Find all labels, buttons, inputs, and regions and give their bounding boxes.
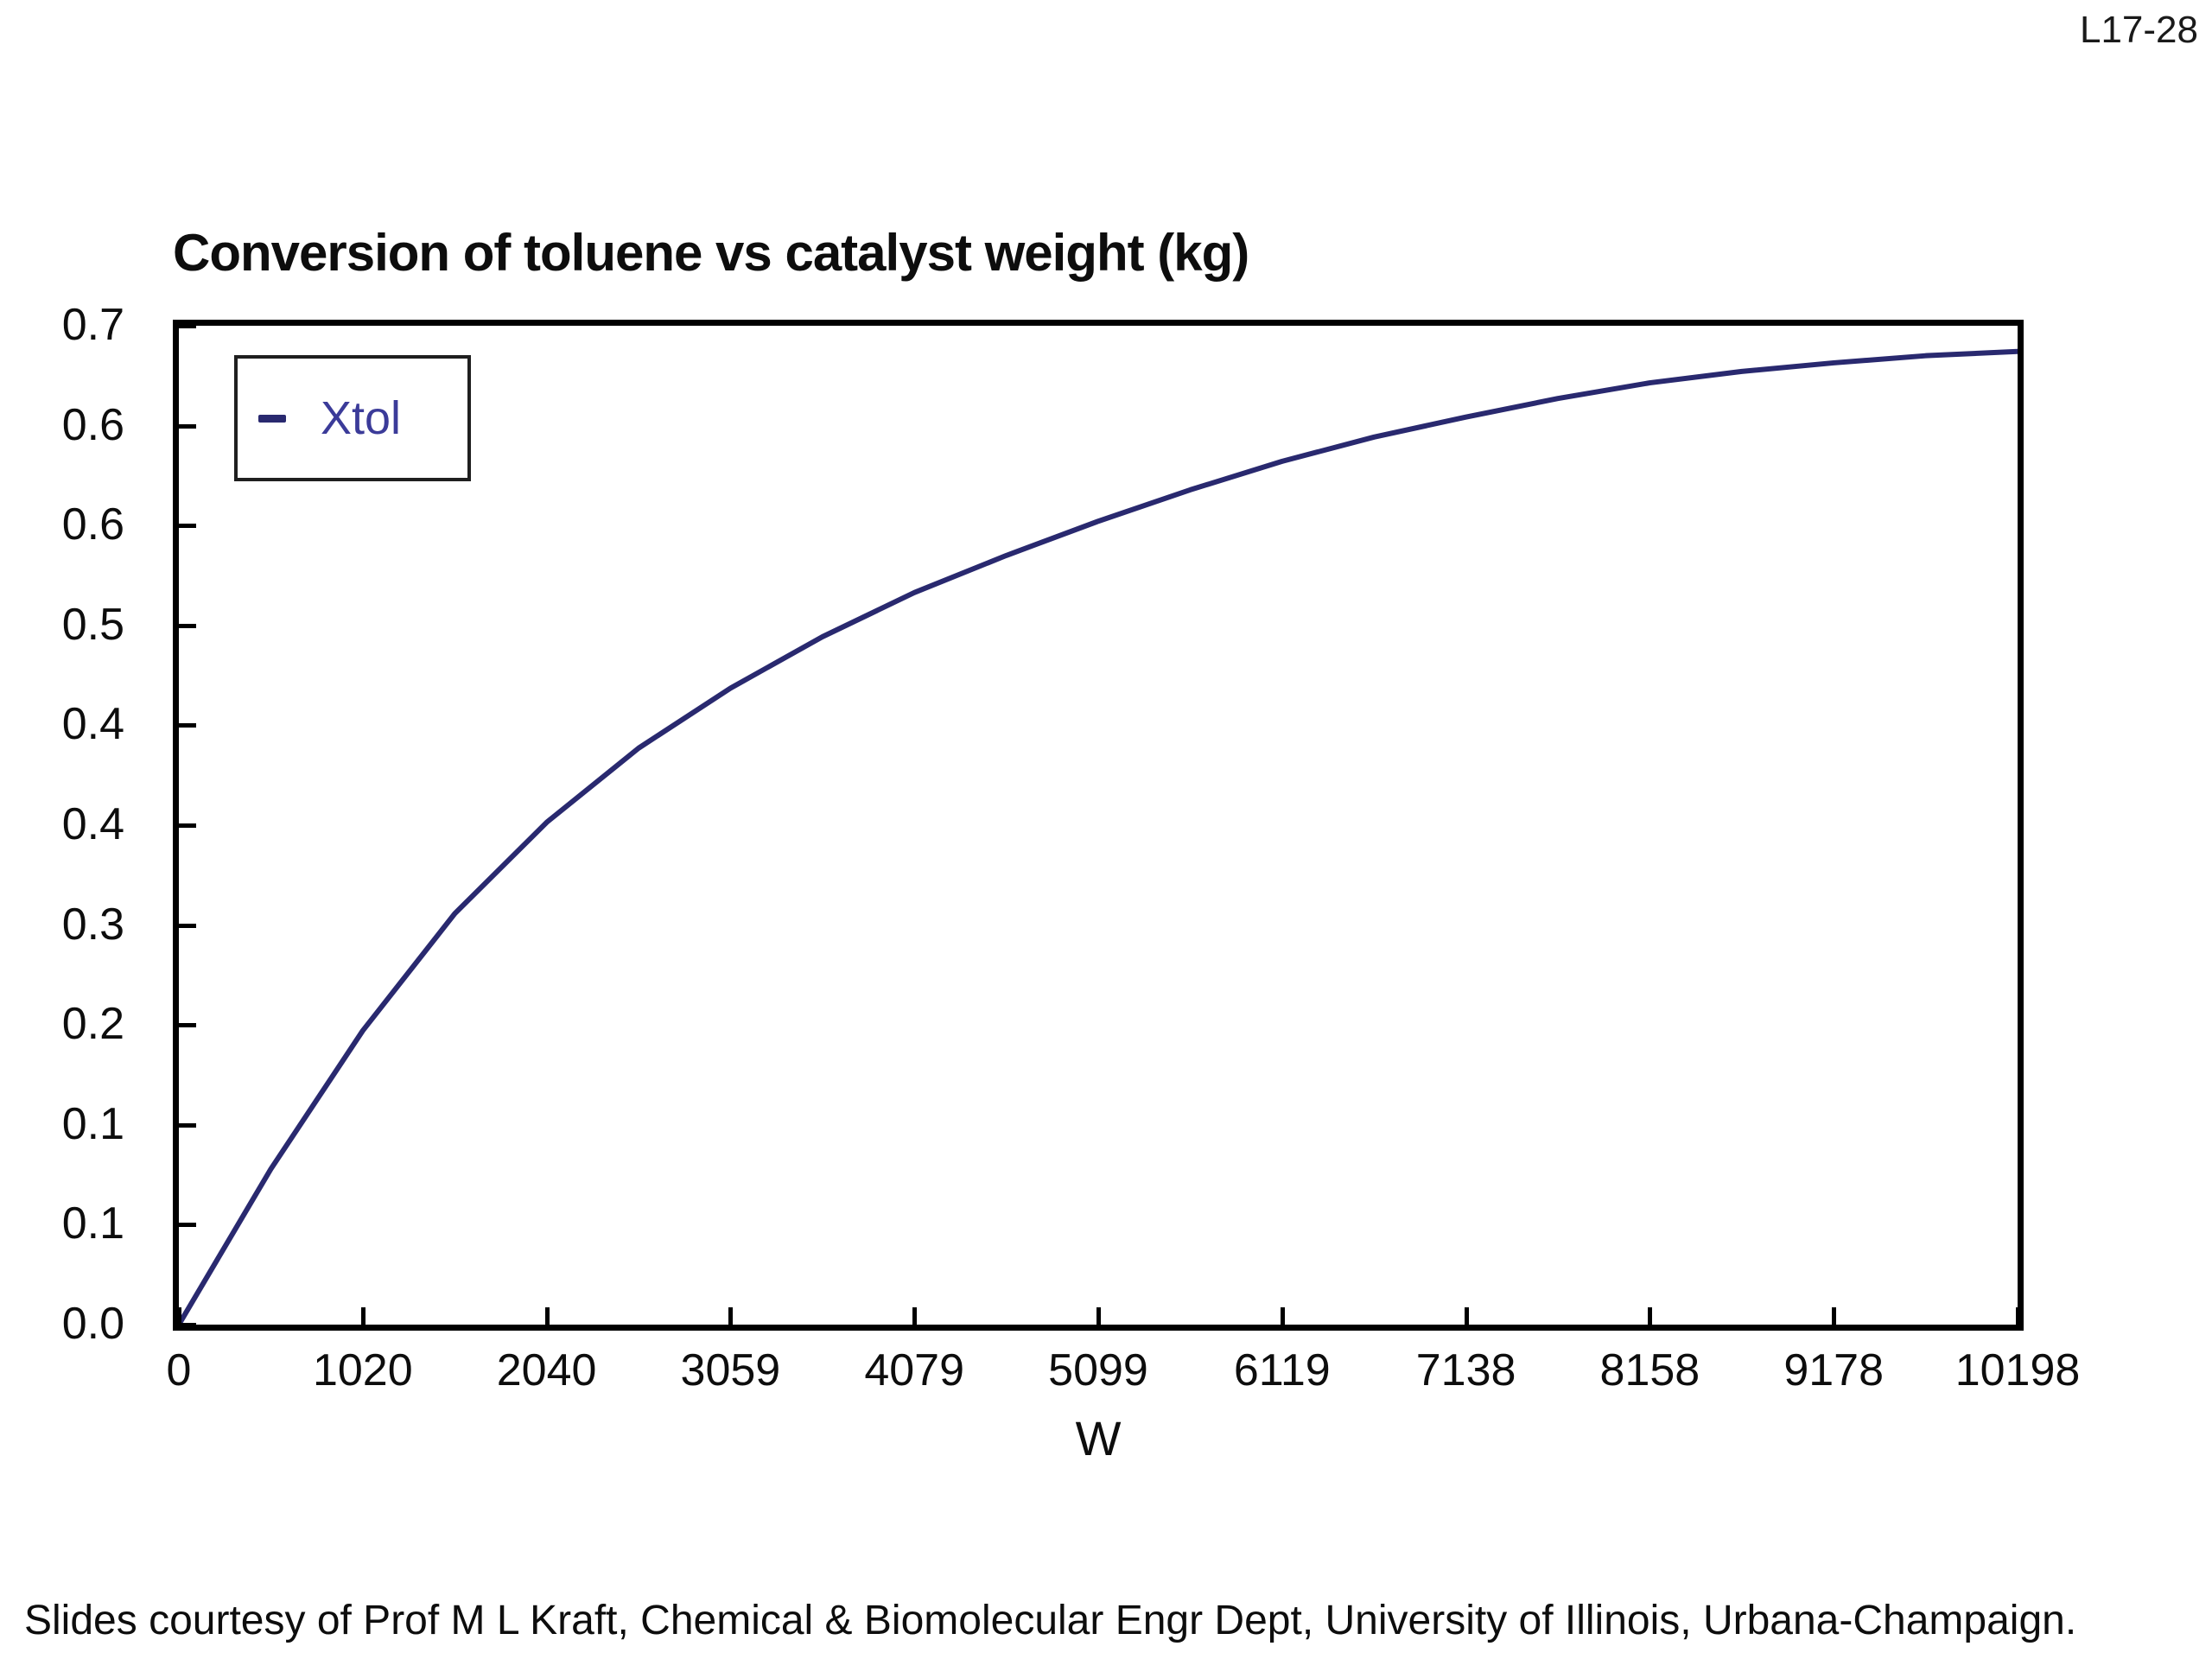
x-tick-mark (544, 1307, 550, 1325)
x-tick-mark (1832, 1307, 1837, 1325)
y-tick-label: 0.4 (61, 798, 124, 849)
x-tick-label: 1020 (312, 1345, 413, 1395)
x-tick-label: 8158 (1599, 1345, 1700, 1395)
plot-area: Xtol (173, 320, 2024, 1331)
x-tick-mark (912, 1307, 918, 1325)
x-tick-label: 5099 (1048, 1345, 1148, 1395)
y-tick-mark (179, 923, 196, 928)
x-tick-label: 7138 (1415, 1345, 1516, 1395)
caption: Slides courtesy of Prof M L Kraft, Chemi… (24, 1598, 2077, 1643)
y-tick-label: 0.5 (61, 599, 124, 650)
y-tick-mark (179, 324, 196, 328)
y-tick-label: 0.6 (61, 499, 124, 550)
x-tick-mark (1280, 1307, 1285, 1325)
slide-code: L17-28 (2079, 9, 2198, 51)
x-tick-mark (728, 1307, 734, 1325)
xtol-curve (179, 326, 2018, 1325)
y-tick-mark (179, 1223, 196, 1228)
legend-line-sample-icon (258, 414, 286, 423)
legend: Xtol (234, 355, 471, 481)
x-tick-mark (177, 1307, 181, 1325)
x-axis-tick-labels: 0 1020 2040 3059 4079 5099 6119 7138 8158 9178 101… (167, 1344, 2081, 1405)
x-tick-label: 2040 (496, 1345, 597, 1395)
x-tick-mark (1464, 1307, 1469, 1325)
y-tick-label: 0.6 (61, 399, 124, 450)
y-tick-label: 0.4 (61, 699, 124, 750)
x-axis-title: W (1075, 1411, 1122, 1465)
y-tick-mark (179, 623, 196, 628)
y-tick-label: 0.2 (61, 998, 124, 1049)
x-tick-mark (1648, 1307, 1653, 1325)
x-tick-mark (1096, 1307, 1101, 1325)
y-tick-label: 0.3 (61, 899, 124, 950)
x-tick-label: 4079 (864, 1345, 965, 1395)
x-tick-mark (360, 1307, 365, 1325)
y-tick-mark (179, 1323, 196, 1327)
y-axis-tick-labels: 0.7 0.6 0.6 0.5 0.4 0.4 0.3 0.2 0.1 0.1 0.0 (0, 300, 124, 1349)
y-tick-mark (179, 823, 196, 828)
x-tick-label: 9178 (1783, 1345, 1885, 1395)
y-tick-mark (179, 524, 196, 529)
y-tick-label: 0.7 (61, 299, 124, 350)
x-tick-mark (2016, 1307, 2020, 1325)
y-tick-label: 0.1 (61, 1198, 124, 1249)
y-tick-label: 0.0 (61, 1298, 124, 1349)
y-tick-mark (179, 1023, 196, 1028)
y-tick-mark (179, 723, 196, 728)
y-tick-mark (179, 1122, 196, 1128)
y-tick-mark (179, 423, 196, 429)
x-tick-label: 3059 (680, 1345, 781, 1395)
x-tick-label: 0 (166, 1345, 192, 1395)
legend-label: Xtol (321, 392, 402, 444)
x-tick-label: 6119 (1233, 1345, 1331, 1395)
y-tick-label: 0.1 (61, 1098, 124, 1149)
x-tick-label: 10198 (1955, 1345, 2081, 1395)
chart-title: Conversion of toluene vs catalyst weight… (173, 224, 1249, 282)
